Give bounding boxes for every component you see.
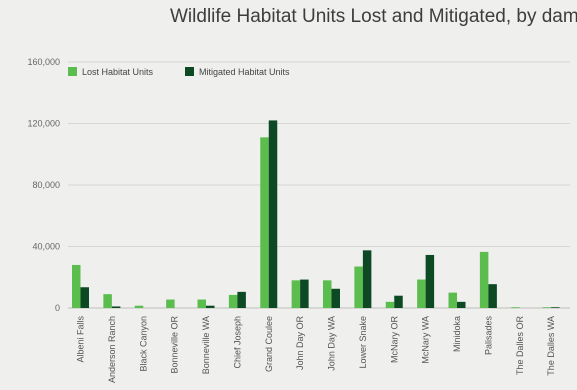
bar-lost [103,294,112,308]
bar-lost [197,299,206,308]
bar-lost [417,279,426,308]
x-tick-label: John Day OR [295,316,305,371]
legend-swatch [68,67,77,76]
bar-lost [354,266,363,308]
bar-mitigated [362,250,372,308]
bar-mitigated [300,279,309,308]
x-tick-label: Chief Joseph [232,316,242,369]
bar-mitigated [551,307,560,308]
x-tick-label: Lower Snake [358,316,368,369]
x-tick-label: Grand Coulee [264,316,274,372]
bar-mitigated [331,288,340,308]
bar-mitigated [111,306,121,308]
bar-mitigated [80,287,89,308]
bar-lost [479,251,489,308]
bar-lost [166,299,175,308]
x-tick-label: John Day WA [327,316,337,371]
x-tick-label: Anderson Ranch [107,316,117,383]
legend-label: Lost Habitat Units [82,67,154,77]
bar-mitigated [425,254,435,308]
bar-lost [511,307,520,308]
y-tick-label: 160,000 [27,57,60,67]
bar-lost [542,307,552,308]
y-tick-label: 80,000 [32,180,60,190]
x-tick-label: Black Canyon [138,316,148,372]
bar-lost [134,305,144,308]
x-tick-label: Bonneville WA [201,316,211,374]
x-tick-label: The Dalles OR [515,316,525,376]
bar-lost [291,280,301,308]
bar-mitigated [206,305,215,308]
y-tick-label: 40,000 [32,242,60,252]
legend-label: Mitigated Habitat Units [199,67,290,77]
bar-mitigated [268,120,278,308]
x-tick-label: Albeni Falls [76,316,86,363]
bar-mitigated [457,301,466,308]
x-tick-label: Bonneville OR [170,316,180,374]
bar-lost [260,137,269,308]
y-tick-label: 0 [55,303,60,313]
x-tick-label: The Dalles WA [546,316,556,376]
x-tick-label: Palisades [483,316,493,356]
chart-title: Wildlife Habitat Units Lost and Mitigate… [170,6,577,27]
bar-lost [72,264,81,308]
bar-lost [228,294,238,308]
bar-mitigated [394,295,403,308]
bar-mitigated [488,284,497,308]
bar-lost [385,301,395,308]
bar-mitigated [237,291,246,308]
legend-swatch [185,67,194,76]
x-tick-label: McNary OR [389,316,399,364]
x-tick-label: Minidoka [452,316,462,352]
bar-lost [448,292,457,308]
y-tick-label: 120,000 [27,119,60,129]
bar-lost [323,280,332,308]
x-tick-label: McNary WA [421,316,431,364]
